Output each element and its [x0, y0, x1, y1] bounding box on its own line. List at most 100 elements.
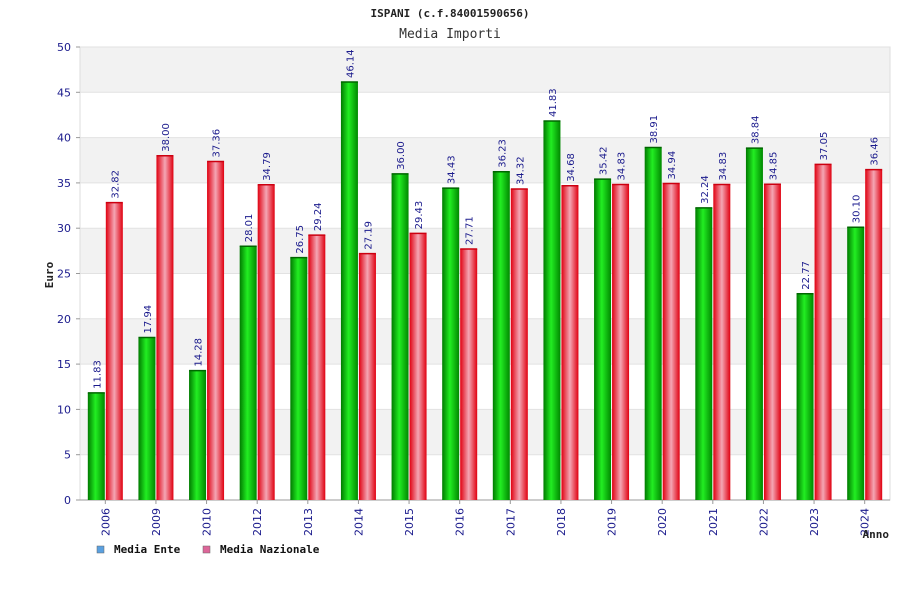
- value-label: 27.19: [363, 221, 374, 250]
- value-label: 38.84: [750, 115, 761, 144]
- bar-ente-2024: [847, 227, 865, 500]
- x-tick-label: 2014: [352, 508, 365, 536]
- bar-ente-2023: [796, 293, 814, 500]
- bar-nazionale-2010: [207, 161, 225, 500]
- bar-ente-2020: [644, 147, 662, 500]
- bar-nazionale-2017: [510, 189, 528, 501]
- value-label: 34.85: [768, 152, 779, 181]
- x-axis-label: Anno: [863, 528, 890, 541]
- value-label: 36.46: [870, 137, 881, 166]
- value-label: 34.43: [447, 155, 458, 184]
- x-tick-label: 2017: [504, 508, 517, 536]
- bar-ente-2015: [391, 173, 409, 500]
- legend-label-nazionale: Media Nazionale: [220, 543, 320, 556]
- x-tick-label: 2018: [555, 508, 568, 536]
- y-tick-label: 30: [57, 222, 71, 235]
- bar-ente-2013: [290, 257, 308, 500]
- bar-ente-2010: [189, 370, 207, 500]
- x-tick-label: 2010: [201, 508, 214, 536]
- value-label: 35.42: [599, 146, 610, 175]
- chart-title: ISPANI (c.f.84001590656): [371, 7, 530, 20]
- value-label: 34.79: [262, 152, 273, 181]
- bar-ente-2006: [87, 392, 105, 500]
- value-label: 30.10: [852, 195, 863, 224]
- bar-nazionale-2013: [308, 235, 326, 500]
- value-label: 27.71: [465, 216, 476, 245]
- value-labels: 11.83 32.82 17.94 38.00 14.28 37.36 28.01 34.79…: [92, 49, 880, 388]
- y-axis-label: Euro: [43, 261, 56, 288]
- bar-ente-2021: [695, 207, 713, 501]
- value-label: 34.83: [617, 152, 628, 181]
- bar-nazionale-2014: [358, 253, 376, 500]
- bar-ente-2018: [543, 121, 561, 500]
- bars: [87, 81, 883, 501]
- bar-nazionale-2024: [865, 169, 883, 500]
- value-label: 46.14: [345, 49, 356, 78]
- legend-swatch-nazionale: [202, 545, 211, 554]
- value-label: 28.01: [244, 214, 255, 243]
- bar-nazionale-2016: [460, 248, 478, 500]
- y-tick-label: 0: [64, 494, 71, 507]
- value-label: 36.00: [396, 141, 407, 170]
- x-tick-label: 2023: [808, 508, 821, 536]
- value-label: 11.83: [92, 360, 103, 389]
- legend-label-ente: Media Ente: [114, 543, 181, 556]
- y-tick-label: 50: [57, 41, 71, 54]
- bar-ente-2019: [594, 179, 612, 501]
- value-label: 34.94: [667, 151, 678, 180]
- x-tick-label: 2021: [707, 508, 720, 536]
- value-label: 41.83: [548, 88, 559, 117]
- bar-nazionale-2022: [763, 184, 781, 500]
- bar-ente-2012: [239, 246, 257, 500]
- y-tick-label: 15: [57, 358, 71, 371]
- value-label: 38.91: [649, 115, 660, 144]
- bar-nazionale-2012: [257, 184, 275, 500]
- x-tick-label: 2012: [251, 508, 264, 536]
- x-axis-ticks: 2006 2009 2010 2012 2013 2014 2015 2016 2017 2018…: [99, 500, 872, 536]
- value-label: 37.36: [212, 129, 223, 158]
- value-label: 22.77: [801, 261, 812, 290]
- bar-ente-2014: [340, 81, 358, 500]
- x-tick-label: 2009: [150, 508, 163, 536]
- bar-ente-2009: [138, 337, 156, 500]
- x-tick-label: 2022: [757, 508, 770, 536]
- value-label: 14.28: [194, 338, 205, 367]
- value-label: 34.83: [718, 152, 729, 181]
- bar-nazionale-2021: [713, 184, 731, 501]
- bar-ente-2022: [745, 148, 763, 500]
- x-tick-label: 2019: [606, 508, 619, 536]
- y-tick-label: 25: [57, 268, 71, 281]
- x-tick-label: 2016: [454, 508, 467, 536]
- value-label: 37.05: [819, 132, 830, 161]
- value-label: 34.68: [566, 153, 577, 182]
- bar-nazionale-2006: [105, 202, 123, 500]
- y-tick-label: 20: [57, 313, 71, 326]
- x-tick-label: 2024: [859, 508, 872, 536]
- x-tick-label: 2020: [656, 508, 669, 536]
- bar-ente-2016: [442, 188, 460, 500]
- y-tick-label: 45: [57, 86, 71, 99]
- plot-band: [80, 47, 890, 93]
- value-label: 34.32: [515, 156, 526, 185]
- bar-nazionale-2009: [156, 155, 174, 500]
- value-label: 29.43: [414, 201, 425, 230]
- y-tick-label: 10: [57, 403, 71, 416]
- chart-subtitle: Media Importi: [399, 27, 501, 42]
- bar-nazionale-2020: [662, 183, 680, 500]
- bar-ente-2017: [492, 171, 510, 500]
- value-label: 26.75: [295, 225, 306, 254]
- value-label: 36.23: [497, 139, 508, 168]
- y-tick-label: 5: [64, 449, 71, 462]
- legend-swatch-ente: [96, 545, 105, 554]
- x-tick-label: 2015: [403, 508, 416, 536]
- x-tick-label: 2013: [302, 508, 315, 536]
- value-label: 17.94: [143, 305, 154, 334]
- y-tick-label: 35: [57, 177, 71, 190]
- value-label: 32.24: [700, 175, 711, 204]
- bar-nazionale-2015: [409, 233, 427, 500]
- plot-band: [80, 92, 890, 138]
- y-tick-label: 40: [57, 132, 71, 145]
- value-label: 38.00: [161, 123, 172, 152]
- bar-nazionale-2018: [561, 185, 579, 500]
